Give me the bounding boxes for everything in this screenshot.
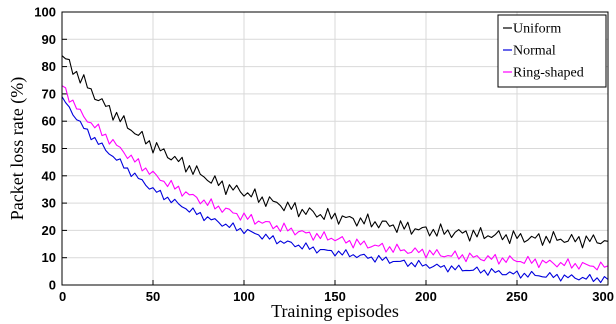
x-tick-label: 150 xyxy=(324,289,346,304)
y-tick-label: 0 xyxy=(49,278,56,293)
legend-box xyxy=(497,14,607,88)
x-tick-label: 200 xyxy=(415,289,437,304)
series-line-ring-shaped xyxy=(61,85,609,271)
y-tick-label: 10 xyxy=(42,250,56,265)
y-tick-label: 90 xyxy=(42,32,56,47)
y-axis-ticks: 0 10 20 30 40 50 60 70 80 90 100 xyxy=(34,5,67,293)
legend: Uniform Normal Ring-shaped xyxy=(497,14,607,88)
legend-label: Uniform xyxy=(513,22,561,37)
x-axis-label: Training episodes xyxy=(271,301,399,321)
series-line-normal xyxy=(61,96,609,284)
y-tick-label: 80 xyxy=(42,59,56,74)
x-tick-label: 100 xyxy=(233,289,255,304)
y-tick-label: 60 xyxy=(42,114,56,129)
legend-label: Normal xyxy=(513,44,556,59)
y-tick-label: 20 xyxy=(42,223,56,238)
y-tick-label: 30 xyxy=(42,196,56,211)
series-line-uniform xyxy=(61,55,609,249)
y-tick-label: 50 xyxy=(42,141,56,156)
x-tick-label: 300 xyxy=(592,289,614,304)
x-axis-ticks: 0 50 100 150 200 250 300 xyxy=(59,280,614,304)
plot-frame xyxy=(61,11,609,286)
x-tick-label: 250 xyxy=(506,289,528,304)
x-tick-label: 50 xyxy=(146,289,160,304)
y-axis-label: Packet loss rate (%) xyxy=(7,77,28,220)
y-tick-label: 40 xyxy=(42,168,56,183)
x-tick-label: 0 xyxy=(59,289,66,304)
series-lines xyxy=(61,55,609,284)
y-tick-label: 100 xyxy=(34,5,56,20)
legend-label: Ring-shaped xyxy=(513,66,584,81)
y-tick-label: 70 xyxy=(42,86,56,101)
